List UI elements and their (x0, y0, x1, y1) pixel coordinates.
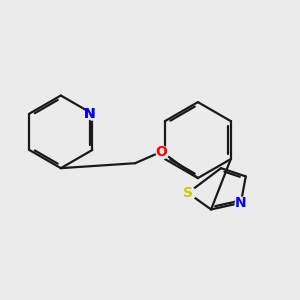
Text: N: N (84, 107, 95, 121)
Text: N: N (235, 196, 247, 210)
Text: S: S (183, 186, 193, 200)
Text: N: N (84, 107, 95, 121)
Text: O: O (156, 145, 167, 159)
